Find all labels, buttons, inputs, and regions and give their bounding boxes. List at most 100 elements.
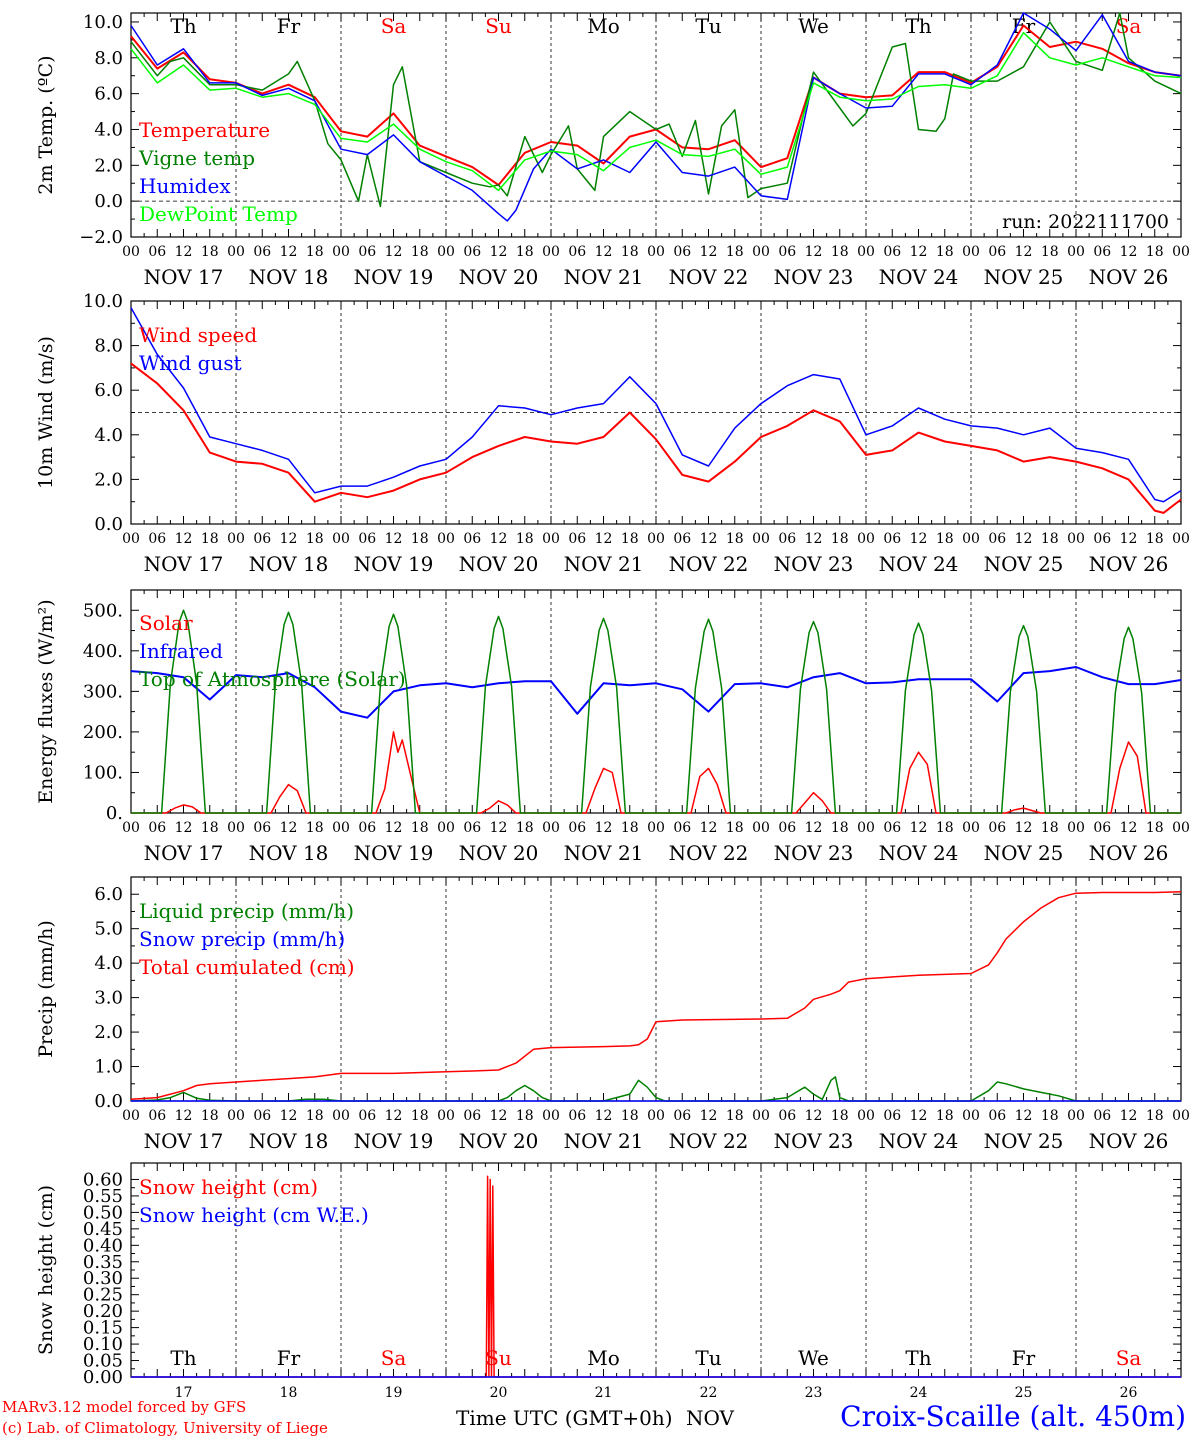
y-tick-label: 3.0 [94, 988, 123, 1009]
hour-tick-label: 12 [280, 244, 298, 260]
hour-tick-label: 06 [463, 244, 481, 260]
hour-tick-label: 06 [673, 244, 691, 260]
hour-tick-label: 00 [752, 244, 770, 260]
y-tick-label: 10.0 [83, 12, 123, 33]
y-axis-title: Energy fluxes (W/m²) [35, 599, 57, 803]
y-tick-label: 4.0 [94, 425, 123, 446]
plot-frame [130, 589, 1182, 814]
y-tick-label: 0.0 [94, 191, 123, 212]
y-tick-label: 0.60 [83, 1169, 123, 1190]
hour-tick-label: 06 [148, 531, 166, 547]
hour-tick-label: 12 [595, 1108, 613, 1124]
date-label: NOV 20 [459, 265, 539, 289]
day-name-label: Fr [1012, 1346, 1036, 1370]
date-label: NOV 19 [354, 552, 434, 576]
hour-tick-label: 06 [1093, 531, 1111, 547]
hour-tick-label: 18 [516, 820, 534, 836]
hour-tick-label: 18 [1146, 1108, 1164, 1124]
y-tick-label: 6.0 [94, 884, 123, 905]
hour-tick-label: 00 [542, 531, 560, 547]
hour-tick-label: 06 [883, 820, 901, 836]
hour-tick-label: 00 [227, 820, 245, 836]
y-tick-label: 0.15 [83, 1318, 123, 1339]
hour-tick-label: 12 [385, 531, 403, 547]
y-axis-title: Snow height (cm) [35, 1185, 57, 1355]
hour-tick-label: 00 [752, 1108, 770, 1124]
hour-tick-label: 12 [910, 244, 928, 260]
hour-tick-label: 18 [306, 244, 324, 260]
hour-tick-label: 00 [1067, 244, 1085, 260]
hour-tick-label: 06 [673, 1108, 691, 1124]
hour-tick-label: 06 [253, 820, 271, 836]
hour-tick-label: 18 [1041, 531, 1059, 547]
y-tick-label: 2.0 [94, 1022, 123, 1043]
day-number-label: 23 [805, 1385, 823, 1400]
hour-tick-label: 12 [490, 820, 508, 836]
hour-tick-label: 06 [463, 1108, 481, 1124]
hour-tick-label: 18 [411, 244, 429, 260]
hour-tick-label: 18 [936, 531, 954, 547]
y-tick-label: 4.0 [94, 119, 123, 140]
y-tick-label: 300. [83, 681, 123, 702]
y-tick-label: 0.35 [83, 1252, 123, 1273]
series-line [131, 609, 1181, 814]
day-name-label: Sa [1116, 1346, 1142, 1370]
hour-tick-label: 18 [621, 531, 639, 547]
date-label: NOV 17 [144, 552, 224, 576]
date-label: NOV 20 [459, 1129, 539, 1153]
hour-tick-label: 12 [385, 820, 403, 836]
series-line [130, 31, 1182, 192]
hour-tick-label: 18 [726, 1108, 744, 1124]
hour-tick-label: 06 [988, 820, 1006, 836]
hour-tick-label: 18 [516, 1108, 534, 1124]
x-axis-month: NOV [686, 1406, 734, 1430]
y-tick-label: 0.0 [94, 1091, 123, 1112]
legend-entry: Solar [139, 611, 193, 635]
series-line [130, 891, 1182, 1101]
date-label: NOV 25 [984, 841, 1064, 865]
hour-tick-label: 00 [542, 1108, 560, 1124]
hour-tick-label: 06 [883, 244, 901, 260]
hour-tick-label: 00 [1172, 244, 1190, 260]
date-label: NOV 24 [879, 1129, 959, 1153]
hour-tick-label: 18 [936, 1108, 954, 1124]
date-label: NOV 22 [669, 265, 749, 289]
hour-tick-label: 06 [253, 531, 271, 547]
legend-entry: Liquid precip (mm/h) [139, 899, 354, 923]
hour-tick-label: 06 [358, 820, 376, 836]
hour-tick-label: 00 [227, 1108, 245, 1124]
hour-tick-label: 06 [568, 820, 586, 836]
hour-tick-label: 00 [542, 820, 560, 836]
y-tick-label: 5.0 [94, 919, 123, 940]
hour-tick-label: 00 [122, 820, 140, 836]
legend-entry: Snow height (cm W.E.) [139, 1203, 369, 1227]
day-number-label: 25 [1015, 1385, 1033, 1400]
hour-tick-label: 00 [437, 531, 455, 547]
series-line [130, 666, 1182, 719]
hour-tick-label: 12 [175, 531, 193, 547]
hour-tick-label: 12 [700, 244, 718, 260]
hour-tick-label: 06 [1093, 244, 1111, 260]
y-tick-label: 0.30 [83, 1268, 123, 1289]
hour-tick-label: 12 [175, 1108, 193, 1124]
date-label: NOV 25 [984, 265, 1064, 289]
day-name-label: Sa [381, 1346, 407, 1370]
day-name-label: Th [170, 1346, 196, 1370]
hour-tick-label: 12 [1120, 820, 1138, 836]
hour-tick-label: 00 [1172, 1108, 1190, 1124]
y-tick-label: 0.50 [83, 1202, 123, 1223]
hour-tick-label: 12 [595, 531, 613, 547]
hour-tick-label: 18 [1041, 1108, 1059, 1124]
legend-entry: Infrared [139, 639, 223, 663]
y-tick-label: 0.45 [83, 1219, 123, 1240]
y-tick-label: 2.0 [94, 469, 123, 490]
date-label: NOV 21 [564, 552, 644, 576]
hour-tick-label: 12 [910, 1108, 928, 1124]
hour-tick-label: 06 [673, 531, 691, 547]
day-name-label: Sa [381, 14, 407, 38]
hour-tick-label: 06 [988, 244, 1006, 260]
y-tick-label: 8.0 [94, 336, 123, 357]
hour-tick-label: 06 [463, 531, 481, 547]
hour-tick-label: 18 [831, 1108, 849, 1124]
hour-tick-label: 00 [647, 820, 665, 836]
